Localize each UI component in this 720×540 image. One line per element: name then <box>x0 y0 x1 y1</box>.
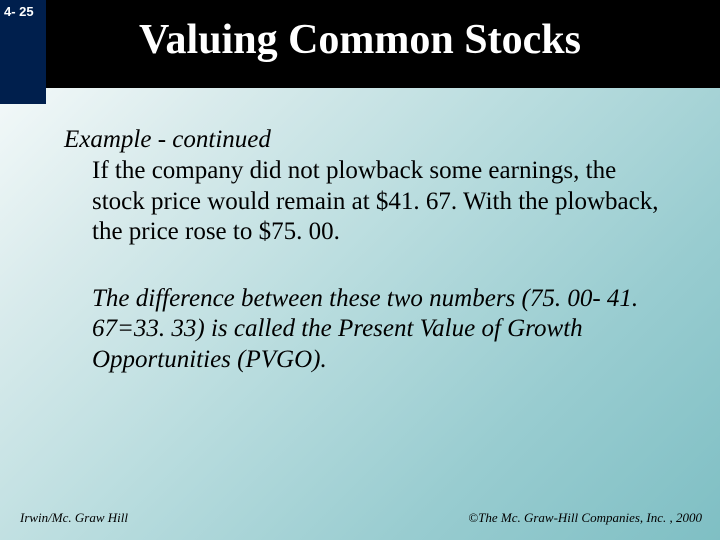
page-number-tab: 4- 25 <box>0 0 46 104</box>
footer-left: Irwin/Mc. Graw Hill <box>20 510 128 526</box>
slide-title: Valuing Common Stocks <box>0 16 720 64</box>
paragraph-2: The difference between these two numbers… <box>64 284 664 376</box>
header-bar: Valuing Common Stocks <box>0 0 720 88</box>
paragraph-1: If the company did not plowback some ear… <box>64 156 664 248</box>
slide-content: Example - continued If the company did n… <box>0 88 720 375</box>
footer: Irwin/Mc. Graw Hill ©The Mc. Graw-Hill C… <box>0 510 720 526</box>
footer-right: ©The Mc. Graw-Hill Companies, Inc. , 200… <box>468 510 702 526</box>
example-heading: Example - continued <box>64 126 664 154</box>
